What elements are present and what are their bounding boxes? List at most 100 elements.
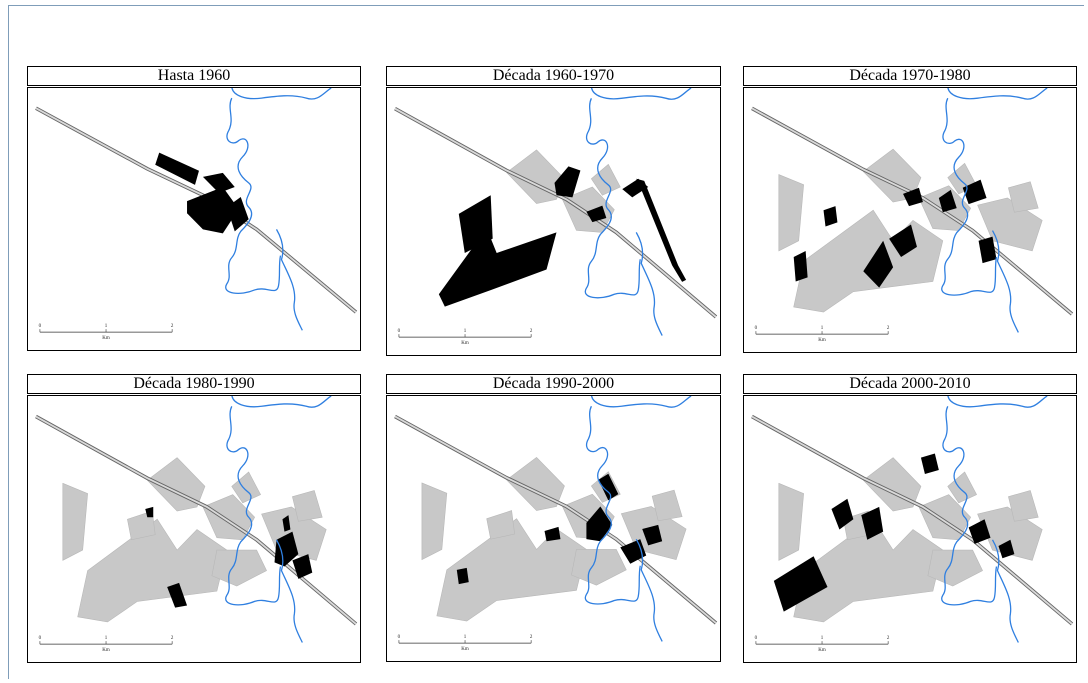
new-urban-area [145, 506, 154, 518]
new-urban-area [978, 236, 997, 264]
scale-tick-label: 0 [39, 324, 42, 329]
scale-bar: 0 1 2 Km [755, 326, 890, 343]
scale-tick-label: 0 [398, 635, 401, 640]
previous-urban-area [486, 510, 515, 540]
new-urban-area [274, 531, 299, 567]
previous-urban-area [977, 506, 1043, 561]
river-line [584, 396, 692, 605]
previous-urban-area [211, 549, 267, 587]
new-urban-area [831, 498, 854, 530]
new-urban-area [167, 582, 188, 608]
new-urban-area [861, 506, 884, 540]
new-urban-area [438, 228, 557, 307]
new-urban-area [636, 178, 687, 282]
scale-tick-label: 1 [464, 329, 467, 334]
map-area: 0 1 2 Km [743, 87, 1077, 353]
river-line [941, 88, 1048, 296]
scale-tick-label: 0 [755, 636, 758, 641]
scale-tick-label: 1 [821, 636, 824, 641]
scale-unit-label: Km [818, 338, 826, 343]
previous-urban-area [127, 510, 156, 541]
scale-tick-label: 2 [887, 326, 890, 331]
scale-tick-label: 2 [171, 324, 174, 329]
previous-urban-area [571, 549, 627, 586]
previous-urban-area [651, 489, 683, 522]
scale-tick-label: 0 [398, 329, 401, 334]
new-urban-area [793, 250, 808, 282]
map-layers [751, 396, 1074, 643]
new-urban-area [962, 179, 987, 205]
previous-urban-area [62, 482, 88, 561]
new-urban-area [187, 186, 239, 234]
map-layers [751, 88, 1074, 333]
previous-urban-area [778, 482, 804, 561]
previous-urban-area [793, 209, 944, 313]
previous-urban-area [421, 482, 448, 561]
scale-unit-label: Km [102, 648, 110, 653]
map-area: 0 1 2 Km [743, 395, 1077, 663]
map-area: 0 1 2 Km [386, 87, 721, 356]
new-urban-area [155, 152, 199, 185]
previous-urban-area [927, 549, 983, 587]
scale-bar: 0 1 2 Km [398, 635, 533, 652]
scale-tick-label: 1 [464, 635, 467, 640]
new-urban-area [863, 240, 894, 288]
new-urban-area [586, 506, 613, 542]
map-area: 0 1 2 Km [27, 395, 361, 663]
highway-line [394, 415, 717, 624]
scale-tick-label: 0 [39, 636, 42, 641]
river-branch-line [275, 229, 303, 331]
scale-bar: 0 1 2 Km [755, 636, 890, 653]
scale-bar: 0 1 2 Km [39, 636, 174, 653]
scale-tick-label: 1 [105, 324, 108, 329]
new-urban-area [586, 205, 607, 223]
river-line [225, 88, 332, 294]
figure-frame [8, 5, 1084, 679]
map-panel-4: Década 1980-1990 0 1 2 Km [27, 374, 361, 663]
scale-bar: 0 1 2 Km [398, 329, 533, 346]
highway-line [751, 415, 1073, 625]
highway-line [394, 107, 717, 318]
new-urban-area [968, 519, 991, 544]
highway-line [35, 415, 357, 625]
new-urban-area [823, 206, 838, 227]
new-urban-area [903, 187, 923, 207]
map-layers [35, 88, 358, 331]
panel-title: Década 1990-2000 [386, 374, 721, 394]
map-panel-6: Década 2000-2010 0 1 2 Km [743, 374, 1077, 663]
scale-tick-label: 2 [171, 636, 174, 641]
map-layers [394, 396, 718, 642]
river-branch-line [991, 539, 1019, 643]
previous-urban-area [1008, 181, 1039, 213]
river-branch-line [991, 230, 1019, 333]
scale-tick-label: 0 [755, 326, 758, 331]
map-layers [394, 88, 718, 336]
new-urban-area [292, 554, 313, 579]
river-line [225, 396, 332, 606]
scale-unit-label: Km [461, 341, 469, 346]
scale-tick-label: 1 [105, 636, 108, 641]
scale-unit-label: Km [102, 336, 110, 341]
new-urban-area [226, 197, 249, 232]
new-urban-area [998, 539, 1015, 559]
map-panel-3: Década 1970-1980 0 1 2 Km [743, 66, 1077, 353]
new-urban-area [202, 172, 235, 194]
river-branch-line [635, 538, 663, 642]
new-urban-area [773, 556, 828, 612]
scale-tick-label: 2 [530, 635, 533, 640]
previous-urban-area [977, 197, 1043, 252]
scale-bar: 0 1 2 Km [39, 324, 174, 341]
panel-title: Década 1960-1970 [386, 66, 721, 86]
river-line [584, 88, 692, 299]
panel-title: Década 1970-1980 [743, 66, 1077, 86]
previous-urban-area [292, 490, 323, 522]
map-panel-5: Década 1990-2000 0 1 2 Km [386, 374, 721, 662]
scale-tick-label: 2 [530, 329, 533, 334]
scale-unit-label: Km [818, 648, 826, 653]
new-urban-area [598, 473, 619, 501]
panel-title: Década 1980-1990 [27, 374, 361, 394]
panel-title: Hasta 1960 [27, 66, 361, 86]
new-urban-area [554, 166, 581, 198]
previous-urban-area [1008, 490, 1039, 522]
highway-outline [394, 106, 718, 319]
